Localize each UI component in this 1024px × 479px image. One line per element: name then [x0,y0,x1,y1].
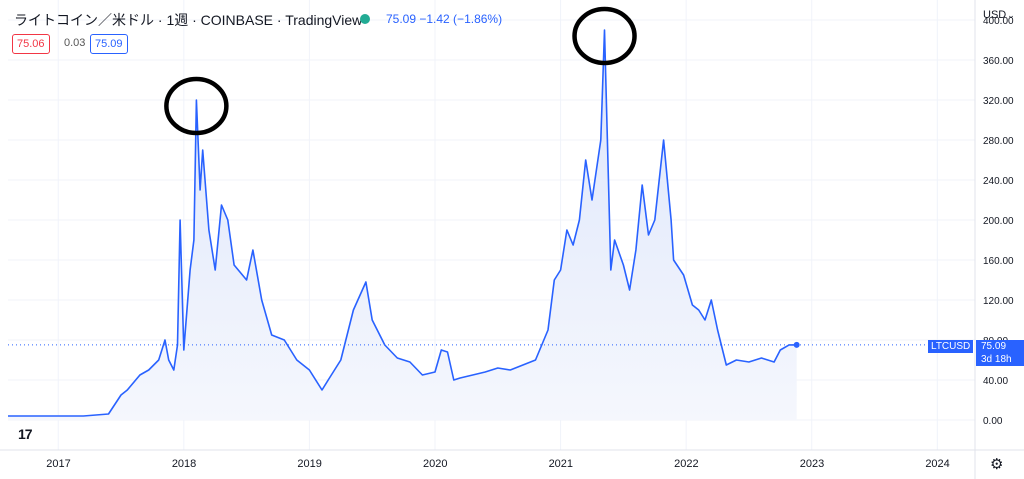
x-tick-label: 2017 [46,458,70,470]
price-tag-value: 75.09 [981,341,1007,352]
last-quote: 75.09 −1.42 (−1.86%) [386,12,503,26]
sell-price-button[interactable]: 75.06 [12,34,50,54]
x-tick-label: 2018 [172,458,196,470]
y-tick-label: 40.00 [983,376,1008,387]
tradingview-logo-icon[interactable]: 17 [18,426,33,442]
price-tag: 75.09 3d 18h [976,340,1024,366]
market-open-indicator [360,14,370,24]
chevron-down-icon: ⌄ [1007,10,1015,20]
y-tick-label: 400.00 [983,16,1014,27]
x-tick-label: 2021 [549,458,573,470]
currency-label: USD [983,9,1007,21]
y-tick-label: 200.00 [983,216,1014,227]
y-tick-label: 320.00 [983,96,1014,107]
buy-price-button[interactable]: 75.09 [90,34,128,54]
y-tick-label: 280.00 [983,136,1014,147]
x-tick-label: 2020 [423,458,447,470]
symbol-tag: LTCUSD [928,340,974,353]
y-tick-label: 0.00 [983,416,1003,427]
gear-icon[interactable]: ⚙ [990,456,1004,473]
y-tick-label: 360.00 [983,56,1014,67]
x-tick-label: 2022 [674,458,698,470]
chart-title: ライトコイン／米ドル · 1週 · COINBASE · TradingView [14,12,363,28]
series-area-fill [8,30,797,420]
price-tag-countdown: 3d 18h [981,354,1012,365]
y-tick-label: 160.00 [983,256,1014,267]
series-line [8,29,797,417]
spread-value: 0.03 [64,37,86,49]
y-tick-label: 120.00 [983,296,1014,307]
last-price-point [793,341,800,348]
x-tick-label: 2024 [925,458,949,470]
x-tick-label: 2019 [297,458,321,470]
y-tick-label: 240.00 [983,176,1014,187]
currency-selector[interactable]: USD⌄ [983,9,1015,21]
x-tick-label: 2023 [800,458,824,470]
peak-highlight-circle [164,76,229,136]
peak-highlight-circle [572,6,637,66]
